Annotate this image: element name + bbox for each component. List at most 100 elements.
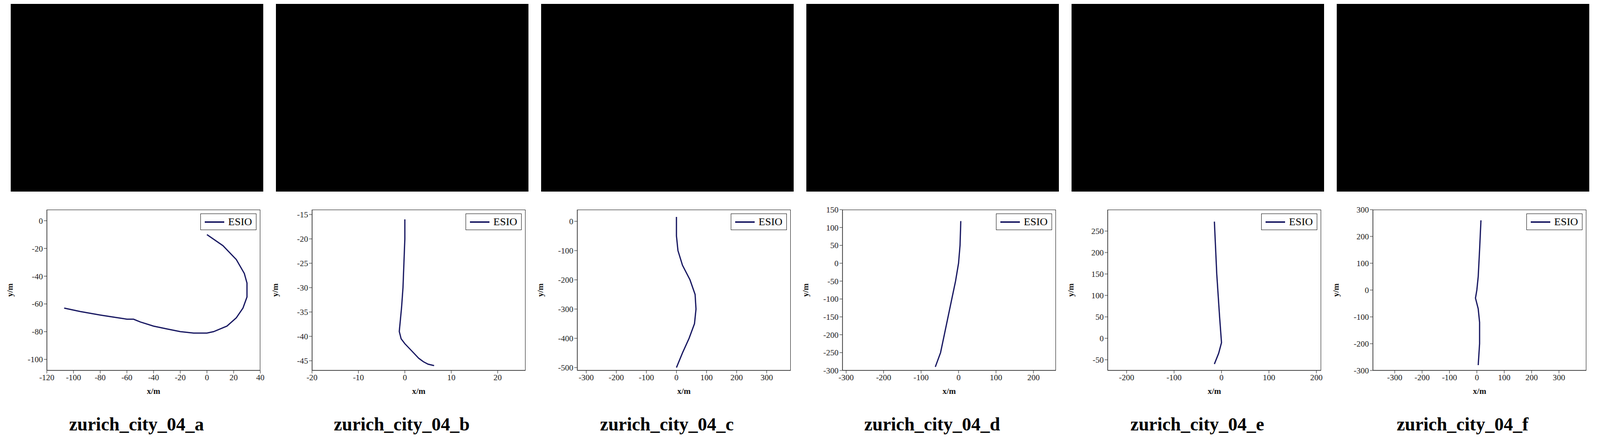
svg-text:-150: -150 (823, 312, 839, 322)
svg-text:-300: -300 (558, 304, 574, 314)
svg-text:y/m: y/m (800, 283, 811, 297)
svg-text:-200: -200 (1414, 372, 1430, 383)
svg-text:-20: -20 (31, 244, 43, 254)
svg-text:-100: -100 (1442, 372, 1458, 383)
svg-text:-40: -40 (296, 331, 309, 342)
svg-text:-300: -300 (823, 366, 839, 376)
svg-text:200: 200 (1027, 372, 1040, 383)
svg-text:-40: -40 (148, 372, 160, 383)
svg-text:-200: -200 (823, 330, 839, 340)
svg-text:-100: -100 (1166, 372, 1182, 383)
svg-text:y/m: y/m (1331, 283, 1341, 297)
svg-text:-100: -100 (913, 372, 929, 383)
svg-text:100: 100 (1356, 258, 1370, 269)
svg-text:x/m: x/m (1472, 386, 1486, 396)
svg-text:20: 20 (493, 372, 502, 383)
svg-text:-35: -35 (296, 307, 309, 317)
html-text:zurich_city_04_a: zurich_city_04_a (69, 413, 204, 435)
svg-text:-300: -300 (578, 372, 594, 383)
svg-text:-100: -100 (638, 372, 654, 383)
svg-text:-60: -60 (121, 372, 133, 383)
svg-text:0: 0 (39, 216, 44, 226)
svg-text:-15: -15 (296, 210, 309, 220)
svg-text:-60: -60 (31, 299, 43, 309)
svg-text:100: 100 (826, 223, 840, 233)
svg-text:0: 0 (1219, 372, 1224, 383)
svg-text:-100: -100 (823, 294, 839, 304)
svg-text:300: 300 (1552, 372, 1566, 383)
svg-text:-200: -200 (608, 372, 625, 383)
svg-text:-200: -200 (1118, 372, 1134, 383)
html-text:zurich_city_04_e: zurich_city_04_e (1130, 413, 1265, 435)
html-text:zurich_city_04_d: zurich_city_04_d (864, 413, 1001, 435)
svg-text:200: 200 (1091, 248, 1105, 258)
svg-text:-40: -40 (31, 272, 43, 282)
svg-text:-100: -100 (27, 354, 43, 365)
svg-text:200: 200 (1525, 372, 1539, 383)
svg-text:-100: -100 (1353, 312, 1369, 322)
svg-text:y/m: y/m (1066, 283, 1076, 297)
svg-text:200: 200 (1310, 372, 1324, 383)
svg-text:0: 0 (402, 372, 408, 383)
svg-text:x/m: x/m (677, 386, 691, 396)
svg-text:0: 0 (834, 258, 840, 269)
svg-text:-200: -200 (558, 275, 574, 285)
svg-text:y/m: y/m (5, 283, 15, 297)
svg-text:200: 200 (730, 372, 743, 383)
svg-text:0: 0 (956, 372, 961, 383)
svg-text:-300: -300 (838, 372, 854, 383)
svg-text:x/m: x/m (411, 386, 426, 396)
svg-text:100: 100 (1498, 372, 1511, 383)
svg-text:0: 0 (674, 372, 679, 383)
svg-text:y/m: y/m (270, 283, 280, 297)
svg-text:150: 150 (826, 205, 840, 215)
svg-text:100: 100 (1262, 372, 1276, 383)
svg-text:-10: -10 (352, 372, 365, 383)
svg-text:-300: -300 (1386, 372, 1403, 383)
svg-text:150: 150 (1091, 269, 1105, 279)
svg-text:-20: -20 (174, 372, 186, 383)
svg-text:-200: -200 (876, 372, 892, 383)
svg-text:-50: -50 (1092, 355, 1104, 365)
svg-text:-20: -20 (296, 234, 309, 244)
svg-text:250: 250 (1091, 226, 1105, 236)
svg-text:100: 100 (700, 372, 714, 383)
svg-text:-120: -120 (39, 372, 55, 383)
svg-text:40: 40 (256, 372, 265, 383)
svg-text:300: 300 (760, 372, 774, 383)
svg-text:-250: -250 (823, 348, 839, 358)
svg-text:x/m: x/m (1207, 386, 1221, 396)
svg-text:-100: -100 (558, 246, 574, 256)
svg-text:x/m: x/m (146, 386, 160, 396)
svg-text:-45: -45 (296, 356, 309, 366)
svg-text:10: 10 (447, 372, 456, 383)
svg-text:-30: -30 (296, 283, 309, 293)
svg-text:100: 100 (1091, 291, 1105, 301)
svg-text:0: 0 (569, 216, 574, 227)
svg-text:50: 50 (830, 240, 839, 251)
svg-text:-80: -80 (31, 327, 43, 337)
svg-text:0: 0 (1474, 372, 1480, 383)
svg-text:-20: -20 (306, 372, 318, 383)
svg-text:x/m: x/m (942, 386, 956, 396)
html-text:zurich_city_04_b: zurich_city_04_b (333, 413, 470, 435)
svg-text:-400: -400 (558, 333, 574, 344)
svg-text:-25: -25 (296, 258, 309, 269)
svg-text:100: 100 (989, 372, 1003, 383)
svg-text:0: 0 (204, 372, 210, 383)
svg-text:-80: -80 (94, 372, 106, 383)
svg-text:20: 20 (229, 372, 238, 383)
svg-text:200: 200 (1356, 232, 1370, 242)
svg-text:-100: -100 (65, 372, 81, 383)
svg-text:-50: -50 (827, 276, 839, 287)
svg-text:300: 300 (1356, 205, 1370, 215)
svg-text:0: 0 (1365, 285, 1370, 295)
svg-text:-300: -300 (1353, 366, 1369, 376)
svg-text:-200: -200 (1353, 339, 1369, 349)
html-text:zurich_city_04_f: zurich_city_04_f (1396, 413, 1529, 435)
svg-text:-500: -500 (558, 363, 574, 373)
svg-text:y/m: y/m (535, 283, 546, 297)
svg-text:50: 50 (1095, 312, 1104, 322)
svg-text:0: 0 (1099, 333, 1105, 344)
html-text:zurich_city_04_c: zurich_city_04_c (600, 413, 734, 435)
